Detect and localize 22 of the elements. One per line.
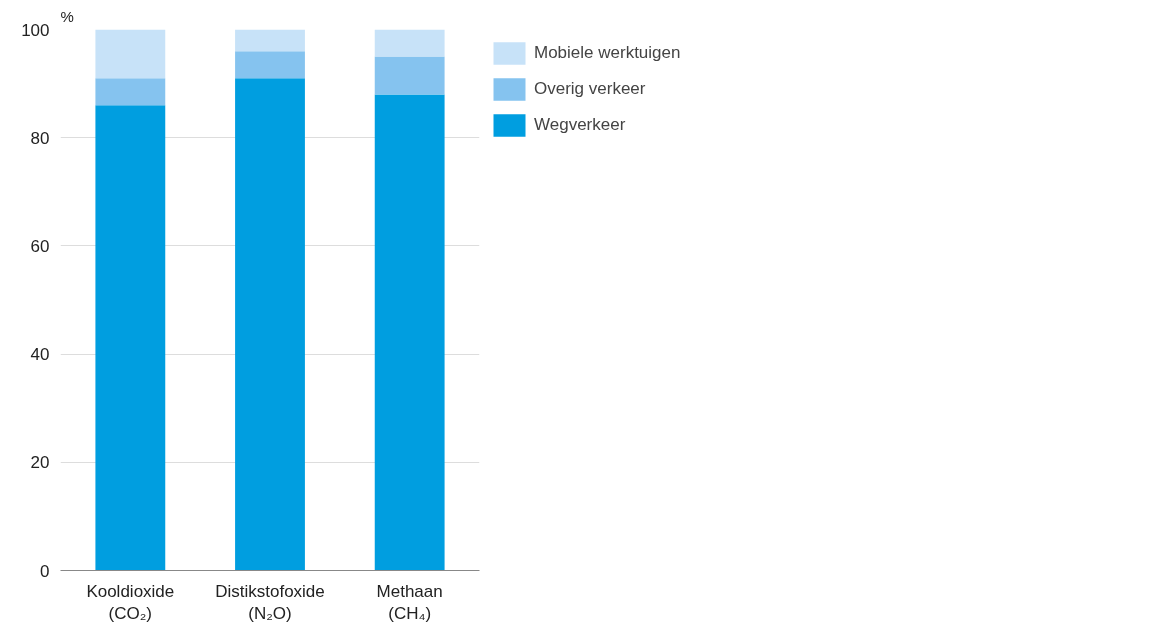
y-tick-label: 80 [30,128,50,148]
y-tick-label: 40 [30,345,50,365]
bar [235,29,305,52]
y-axis-title: % [60,7,74,25]
y-tick-label: 20 [30,453,50,473]
x-tick-label: Kooldioxide (CO₂) [86,581,175,624]
bar [374,29,445,57]
bar [235,78,305,571]
x-tick-label: Methaan (CH₄) [376,581,443,624]
x-tick-label: Distikstofoxide (N₂O) [215,581,325,624]
bar [235,51,305,79]
bar [374,56,445,95]
bar [95,29,166,79]
y-tick-label: 60 [30,236,50,256]
bar [95,105,166,571]
y-tick-label: 0 [40,561,50,581]
bar [374,94,445,571]
y-tick-label: 100 [21,20,50,40]
legend-label: Overig verkeer [534,79,646,99]
legend-label: Wegverkeer [534,115,626,135]
bar [95,78,166,106]
legend-label: Mobiele werktuigen [534,43,681,63]
